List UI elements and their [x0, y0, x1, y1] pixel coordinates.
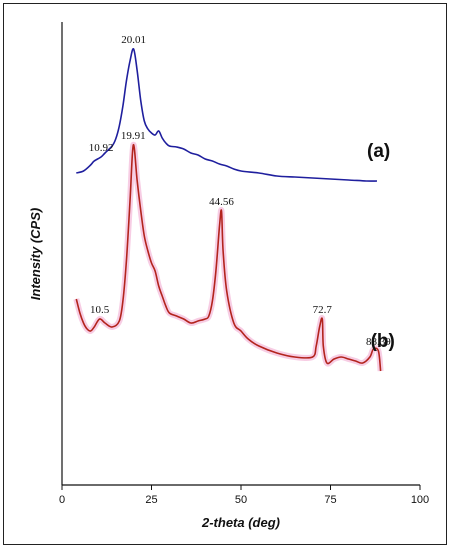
peak-label: 20.01: [121, 34, 146, 46]
x-ticks: 0 25 50 75 100: [59, 485, 429, 506]
x-tick-label: 75: [324, 494, 336, 506]
peak-annotations: (a) 10.92 20.01 (b) 10.5 19.91 44.56 72.7 88.39: [89, 34, 395, 352]
x-tick-label: 0: [59, 494, 65, 506]
peak-label: 19.91: [121, 130, 146, 142]
peak-label: 10.5: [90, 304, 110, 316]
series-line-1: [75, 144, 382, 372]
series-line-0: [76, 48, 378, 182]
x-axis-title: 2-theta (deg): [201, 515, 280, 530]
series-tag: (b): [371, 331, 395, 352]
peak-label: 10.92: [89, 142, 114, 154]
x-tick-label: 100: [411, 494, 429, 506]
peak-label: 72.7: [313, 304, 333, 316]
x-tick-label: 50: [235, 494, 247, 506]
y-axis-title: Intensity (CPS): [28, 208, 43, 300]
peak-label: 88.39: [366, 336, 391, 348]
peak-label: 44.56: [209, 196, 234, 208]
x-tick-label: 25: [145, 494, 157, 506]
curves: [73, 48, 384, 372]
series-tag: (a): [367, 141, 390, 162]
axes: [61, 22, 420, 486]
